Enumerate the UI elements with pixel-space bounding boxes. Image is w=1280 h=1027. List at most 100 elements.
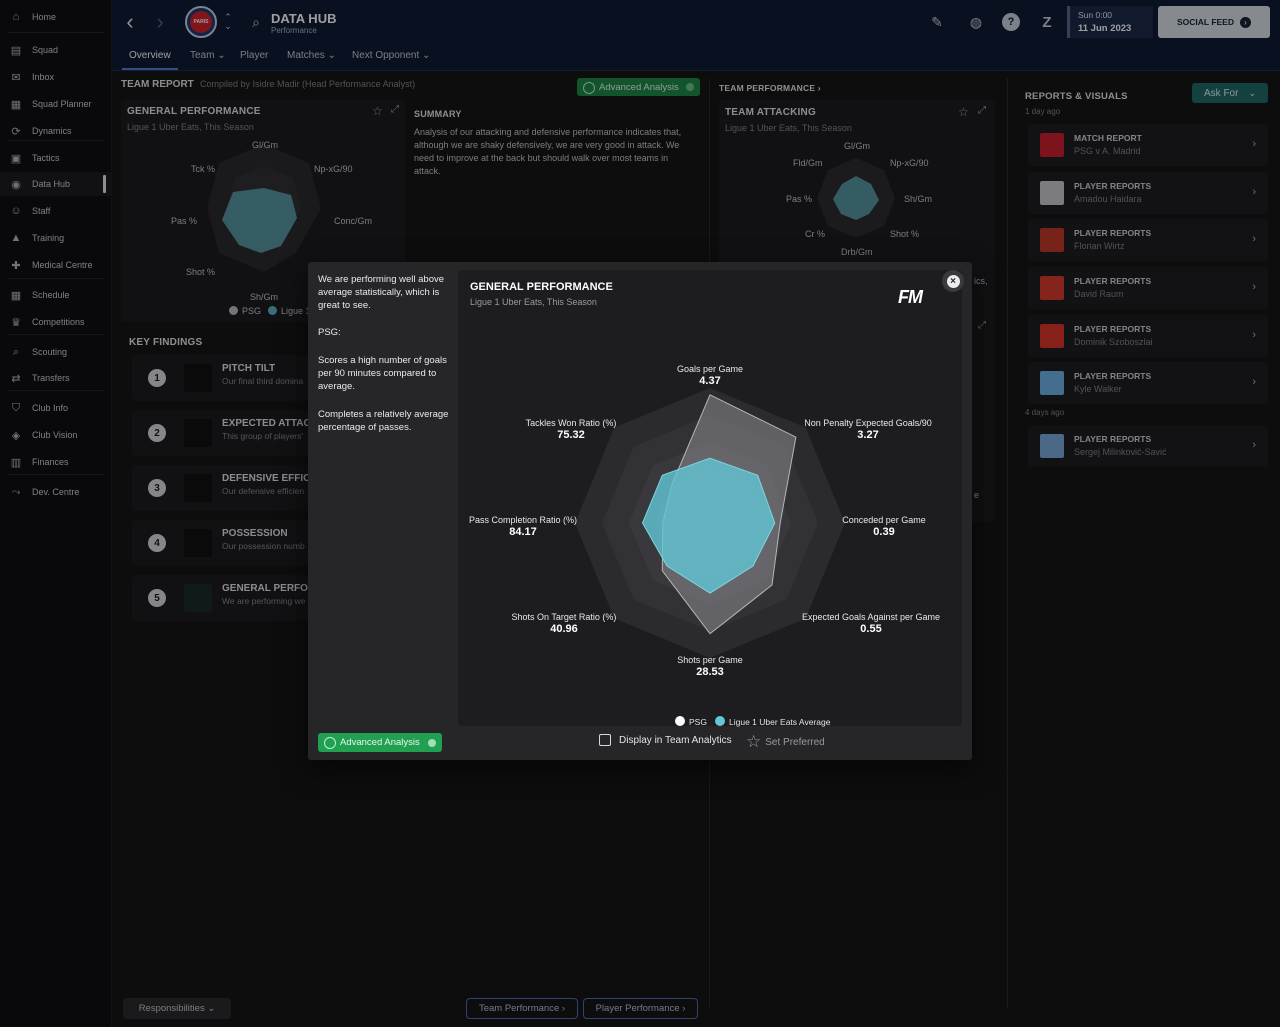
sidebar-divider xyxy=(8,474,104,475)
display-in-team-analytics-label: Display in Team Analytics xyxy=(619,734,732,746)
sidebar-item-dynamics[interactable]: ⟳ Dynamics xyxy=(0,119,112,143)
expand-icon[interactable]: ⤢ xyxy=(978,320,986,331)
world-icon[interactable]: ◍ xyxy=(969,13,983,30)
sidebar-item-label: Dynamics xyxy=(32,126,72,136)
sidebar-item-training[interactable]: ▲ Training xyxy=(0,226,112,250)
expand-icon[interactable]: ⤢ xyxy=(391,104,399,115)
key-findings-title: KEY FINDINGS xyxy=(129,337,203,348)
sidebar-item-scouting[interactable]: ⌕ Scouting xyxy=(0,340,112,364)
sidebar-item-transfers[interactable]: ⇄ Transfers xyxy=(0,366,112,390)
sidebar-item-inbox[interactable]: ✉ Inbox xyxy=(0,65,112,89)
report-card[interactable]: PLAYER REPORTS Florian Wirtz › xyxy=(1028,219,1268,261)
search-icon[interactable]: ⌕ xyxy=(252,13,260,30)
dynamics-icon: ⟳ xyxy=(11,125,21,138)
report-card[interactable]: PLAYER REPORTS Kyle Walker › xyxy=(1028,362,1268,404)
tab-matches[interactable]: Matches ⌄ xyxy=(287,50,336,61)
advanced-analysis-button-top[interactable]: Advanced Analysis xyxy=(577,78,700,96)
team-attacking-subtitle: Ligue 1 Uber Eats, This Season xyxy=(725,123,852,133)
sidebar-item-data-hub[interactable]: ◉ Data Hub xyxy=(0,172,112,196)
star-icon[interactable]: ☆ xyxy=(958,105,969,119)
sidebar-item-squad[interactable]: ▤ Squad xyxy=(0,38,112,62)
modal-side-text: We are performing well above average sta… xyxy=(318,274,445,311)
sidebar-item-finances[interactable]: ▥ Finances xyxy=(0,450,112,474)
sidebar-item-tactics[interactable]: ▣ Tactics xyxy=(0,146,112,170)
sidebar-item-label: Inbox xyxy=(32,72,55,82)
star-icon[interactable]: ☆ xyxy=(372,104,383,118)
active-tab-indicator xyxy=(122,68,178,70)
sidebar-divider xyxy=(8,278,104,279)
finding-title: DEFENSIVE EFFIC xyxy=(222,473,311,484)
report-card[interactable]: PLAYER REPORTS David Raum › xyxy=(1028,267,1268,309)
radar-axis-value: 84.17 xyxy=(509,526,537,538)
sidebar-item-dev-centre[interactable]: ⤳ Dev. Centre xyxy=(0,480,112,504)
edit-icon[interactable]: ✎ xyxy=(931,13,943,30)
player-performance-button[interactable]: Player Performance › xyxy=(583,998,698,1019)
radar-series-ligue-average xyxy=(641,457,776,594)
report-subject: Dominik Szoboszlai xyxy=(1074,337,1153,347)
set-preferred-button[interactable]: ☆ Set Preferred xyxy=(746,732,825,752)
sidebar-item-label: Schedule xyxy=(32,290,70,300)
forward-arrow-icon[interactable]: › xyxy=(156,9,164,34)
report-card[interactable]: PLAYER REPORTS Amadou Haidara › xyxy=(1028,172,1268,214)
sidebar-item-club-vision[interactable]: ◈ Club Vision xyxy=(0,423,112,447)
sidebar-item-medical-centre[interactable]: ✚ Medical Centre xyxy=(0,253,112,277)
att-axis-label: Sh/Gm xyxy=(904,194,933,204)
reports-divider xyxy=(1007,78,1008,1008)
team-performance-link[interactable]: TEAM PERFORMANCE › xyxy=(719,83,821,93)
sidebar-divider xyxy=(8,32,104,33)
close-button[interactable]: × xyxy=(942,270,964,292)
responsibilities-button[interactable]: Responsibilities ⌄ xyxy=(123,998,231,1019)
advanced-analysis-button[interactable]: Advanced Analysis xyxy=(318,733,442,752)
chevron-right-icon: › xyxy=(1252,138,1256,150)
small-radar-chart xyxy=(207,144,321,272)
fm-z-icon[interactable]: Z xyxy=(1042,13,1052,31)
radar-axis-label: Shots On Target Ratio (%) xyxy=(511,612,617,622)
finding-title: GENERAL PERFOR xyxy=(222,583,316,594)
sidebar-item-staff[interactable]: ☺ Staff xyxy=(0,199,112,223)
report-card[interactable]: PLAYER REPORTS Sergej Milinković-Savić › xyxy=(1028,425,1268,467)
report-card[interactable]: PLAYER REPORTS Dominik Szoboszlai › xyxy=(1028,315,1268,357)
tab-player[interactable]: Player xyxy=(240,50,269,61)
ask-for-label: Ask For xyxy=(1204,87,1239,99)
social-feed-button[interactable]: SOCIAL FEED › xyxy=(1158,6,1270,38)
sidebar-item-squad-planner[interactable]: ▦ Squad Planner xyxy=(0,92,112,116)
scouting-icon: ⌕ xyxy=(12,345,20,358)
club-switch-icon[interactable]: ⌃ ⌄ xyxy=(224,12,232,31)
team-performance-button[interactable]: Team Performance › xyxy=(466,998,578,1019)
chart-subtitle: Ligue 1 Uber Eats, This Season xyxy=(470,297,597,307)
back-arrow-icon[interactable]: ‹ xyxy=(126,9,134,34)
modal-side-text: PSG: xyxy=(318,327,341,338)
date-box[interactable]: Sun 0:00 11 Jun 2023 xyxy=(1067,6,1153,38)
sidebar-item-home[interactable]: ⌂ Home xyxy=(0,5,112,29)
reports-group-label: 1 day ago xyxy=(1025,107,1061,116)
att-axis-label: Fld/Gm xyxy=(793,158,823,168)
team-attacking-title: TEAM ATTACKING xyxy=(725,107,816,118)
page-title: DATA HUB xyxy=(271,11,337,26)
sidebar-item-schedule[interactable]: ▦ Schedule xyxy=(0,283,112,307)
legend-label-psg: PSG xyxy=(689,717,707,727)
tab-next-opponent[interactable]: Next Opponent ⌄ xyxy=(352,50,431,61)
sidebar-item-club-info[interactable]: ⛉ Club Info xyxy=(0,396,112,420)
summary-text: Analysis of our attacking and defensive … xyxy=(414,127,682,176)
partial-text: e xyxy=(974,490,980,500)
help-icon[interactable]: ? xyxy=(1002,13,1020,31)
date-day: 11 Jun 2023 xyxy=(1078,23,1132,34)
sidebar-item-competitions[interactable]: ♛ Competitions xyxy=(0,310,112,334)
tab-overview[interactable]: Overview xyxy=(129,50,171,61)
chevron-right-icon: › xyxy=(1252,439,1256,451)
display-in-team-analytics-checkbox[interactable]: Display in Team Analytics xyxy=(599,734,732,746)
report-subject: PSG v A. Madrid xyxy=(1074,146,1141,156)
att-axis-label: Cr % xyxy=(805,229,825,239)
report-thumbnail xyxy=(1040,228,1064,252)
ask-for-button[interactable]: Ask For ⌄ xyxy=(1192,83,1268,103)
finding-text: Our defensive efficien xyxy=(222,486,305,496)
training-icon: ▲ xyxy=(10,232,22,244)
expand-icon[interactable]: ⤢ xyxy=(978,105,986,116)
tab-team[interactable]: Team ⌄ xyxy=(190,50,226,61)
radar-axis-value: 0.55 xyxy=(860,623,882,635)
club-badge[interactable]: PARIS xyxy=(185,6,217,38)
general-performance-panel: GENERAL PERFORMANCE Ligue 1 Uber Eats, T… xyxy=(121,100,405,322)
legend-dot-psg xyxy=(675,716,685,726)
report-card[interactable]: MATCH REPORT PSG v A. Madrid › xyxy=(1028,124,1268,166)
sidebar-item-label: Medical Centre xyxy=(32,260,93,270)
